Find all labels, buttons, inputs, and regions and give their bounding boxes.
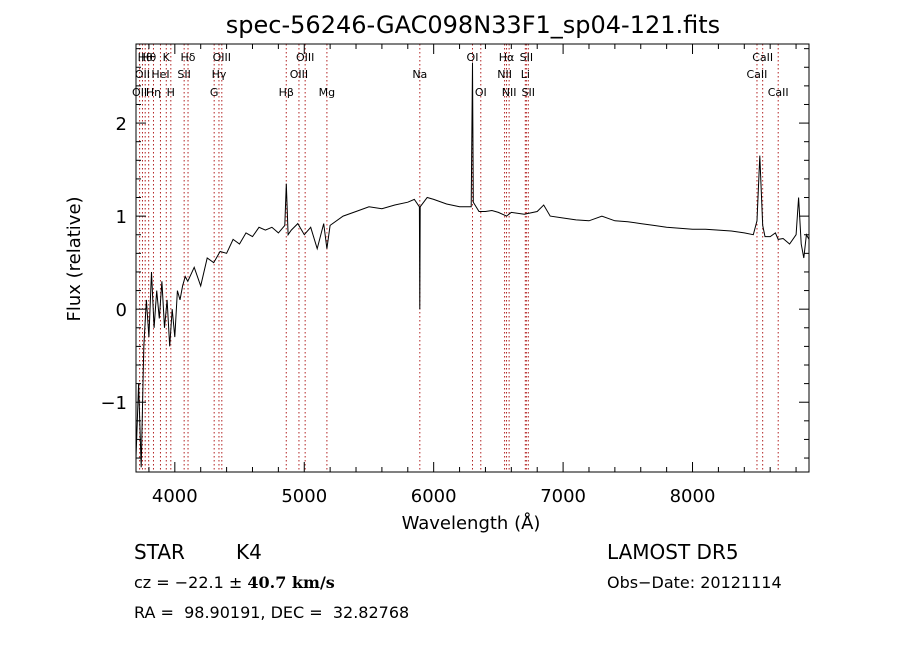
spectral-line-label: OIII xyxy=(296,51,314,64)
ra-dec-coordinates: RA = 98.90191, DEC = 32.82768 xyxy=(134,603,410,622)
x-tick-label: 7000 xyxy=(540,486,586,507)
spectral-line-label: G xyxy=(210,86,219,99)
spectral-line-label: NII xyxy=(497,68,512,81)
spectral-line-label: Na xyxy=(412,68,427,81)
chart-title: spec-56246-GAC098N33F1_sp04-121.fits xyxy=(226,11,720,39)
spectral-line-label: CaII xyxy=(768,86,789,99)
spectral-line-label: Hγ xyxy=(212,68,227,81)
redshift-line: cz = −22.1 ± 40.7 km/s xyxy=(134,573,335,592)
x-tick-label: 4000 xyxy=(152,486,198,507)
spectral-line-label: NII xyxy=(502,86,517,99)
spectral-line-label: Hδ xyxy=(181,51,196,64)
redshift-error: 40.7 km/s xyxy=(247,573,335,592)
spectral-line-label: CaII xyxy=(752,51,773,64)
spectral-line-label: OI xyxy=(475,86,487,99)
spectrum-series-line xyxy=(135,62,810,468)
spectral-line-label: HeI xyxy=(151,68,169,81)
spectral-line-label: OIII xyxy=(290,68,308,81)
spectral-line-label: Mg xyxy=(319,86,335,99)
y-tick-label: −1 xyxy=(100,393,127,414)
spectral-line-label: OII xyxy=(135,68,150,81)
y-tick-label: 0 xyxy=(116,300,127,321)
spectral-line-label: Hη xyxy=(146,86,161,99)
spectral-line-label: K xyxy=(163,51,171,64)
spectral-line-markers xyxy=(139,44,779,472)
object-class: STAR xyxy=(134,540,185,564)
spectral-line-label: SII xyxy=(522,86,535,99)
spectral-line-label: Hβ xyxy=(279,86,294,99)
x-axis-ticks: 4000 5000 6000 7000 8000 xyxy=(148,44,797,507)
redshift-value: cz = −22.1 ± xyxy=(134,573,248,592)
object-subclass: K4 xyxy=(236,540,262,564)
y-tick-label: 2 xyxy=(116,114,127,135)
spectral-line-label: CaII xyxy=(747,68,768,81)
x-axis-label: Wavelength (Å) xyxy=(402,512,541,534)
y-axis-ticks: −1 0 1 2 xyxy=(100,48,809,459)
spectral-line-label: OIII xyxy=(213,51,231,64)
observation-date: Obs−Date: 20121114 xyxy=(607,573,782,592)
survey-name: LAMOST DR5 xyxy=(607,540,739,564)
x-tick-label: 8000 xyxy=(670,486,716,507)
spectral-line-label: Hθ xyxy=(138,51,153,64)
y-axis-label: Flux (relative) xyxy=(64,196,85,321)
spectral-line-labels: OIIOIIHθHθHηHeIKHSIIHδGHγOIIIHβOIIIOIIIM… xyxy=(132,51,789,99)
spectral-line-label: SII xyxy=(177,68,190,81)
y-tick-label: 1 xyxy=(116,207,127,228)
spectral-line-label: Li xyxy=(521,68,530,81)
spectral-line-label: OI xyxy=(467,51,479,64)
spectral-line-label: Hθ xyxy=(141,51,156,64)
spectral-line-label: Hα xyxy=(499,51,515,64)
plot-frame xyxy=(135,43,810,473)
spectral-line-label: SII xyxy=(520,51,533,64)
x-tick-label: 5000 xyxy=(281,486,327,507)
x-tick-label: 6000 xyxy=(411,486,457,507)
spectral-line-label: H xyxy=(167,86,175,99)
